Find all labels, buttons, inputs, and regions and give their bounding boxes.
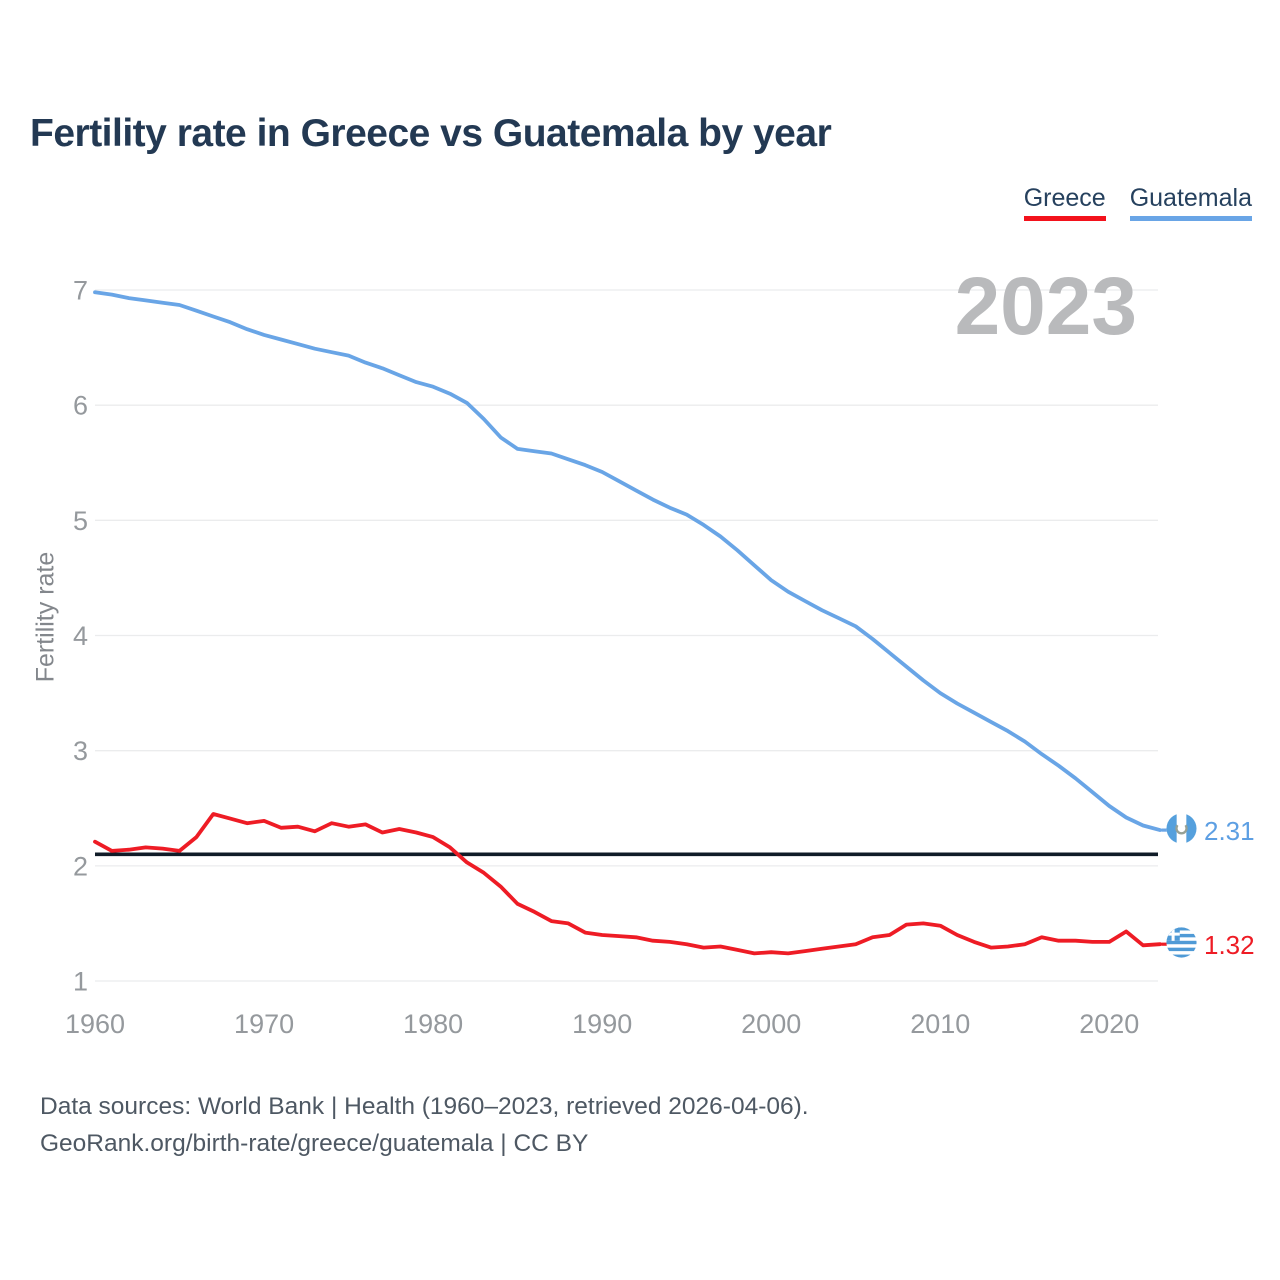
legend: Greece Guatemala <box>1023 184 1252 221</box>
greece-flag-icon <box>1166 927 1197 963</box>
x-tick-label: 1960 <box>65 1009 125 1039</box>
page-title: Fertility rate in Greece vs Guatemala by… <box>30 112 832 155</box>
y-axis-title: Fertility rate <box>31 551 60 683</box>
y-tick-label: 6 <box>73 391 88 421</box>
y-tick-label: 3 <box>73 736 88 766</box>
x-tick-label: 2020 <box>1079 1009 1139 1039</box>
x-tick-label: 2000 <box>741 1009 801 1039</box>
guatemala-end-value: 2.31 <box>1204 815 1255 846</box>
footer-sources: Data sources: World Bank | Health (1960–… <box>40 1093 809 1120</box>
guatemala-line[interactable] <box>93 290 1162 832</box>
end-label-guatemala: 2.31 <box>1166 813 1255 849</box>
legend-item-greece[interactable]: Greece <box>1023 184 1106 221</box>
guatemala-flag-icon <box>1166 813 1197 849</box>
footer: Data sources: World Bank | Health (1960–… <box>40 1088 809 1162</box>
end-label-greece: 1.32 <box>1166 927 1255 963</box>
footer-attribution: GeoRank.org/birth-rate/greece/guatemala … <box>40 1130 589 1157</box>
x-tick-label: 1970 <box>234 1009 294 1039</box>
greece-end-value: 1.32 <box>1204 929 1255 960</box>
watermark-year: 2023 <box>954 261 1137 352</box>
x-tick-label: 1980 <box>403 1009 463 1039</box>
y-tick-label: 1 <box>73 967 88 997</box>
x-tick-label: 1990 <box>572 1009 632 1039</box>
y-tick-label: 5 <box>73 506 88 536</box>
legend-item-guatemala[interactable]: Guatemala <box>1129 184 1252 221</box>
greece-line[interactable] <box>93 812 1162 956</box>
y-tick-label: 2 <box>73 851 88 881</box>
x-tick-label: 2010 <box>910 1009 970 1039</box>
y-tick-label: 4 <box>73 621 88 651</box>
y-tick-label: 7 <box>73 276 88 306</box>
